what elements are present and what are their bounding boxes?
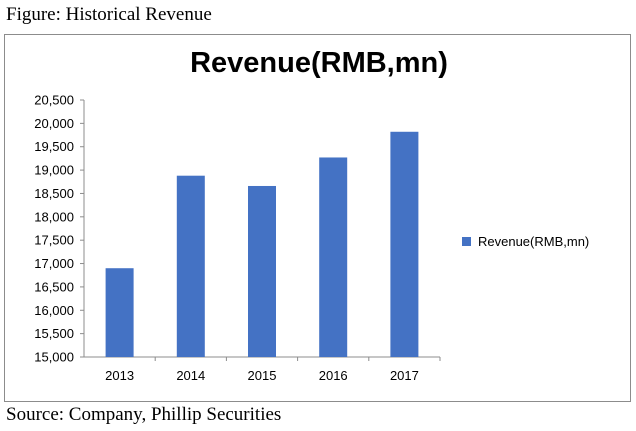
legend-label: Revenue(RMB,mn) — [478, 234, 589, 249]
bar-2013 — [105, 268, 134, 357]
chart-title: Revenue(RMB,mn) — [190, 47, 448, 79]
x-axis-ticks: 2013 2014 2015 2016 2017 — [105, 357, 441, 383]
x-tick-label: 2016 — [319, 368, 348, 383]
y-axis-ticks: 15,000 15,500 16,000 16,500 17,000 17,500 18,0… — [34, 93, 84, 365]
bar-2014 — [176, 175, 205, 357]
x-tick-label: 2014 — [176, 368, 205, 383]
y-tick-label: 17,000 — [34, 256, 74, 271]
legend: Revenue(RMB,mn) — [462, 234, 589, 249]
figure-caption: Figure: Historical Revenue — [6, 4, 212, 25]
y-tick-label: 19,000 — [34, 163, 74, 178]
x-tick-label: 2017 — [390, 368, 419, 383]
y-tick-label: 17,500 — [34, 233, 74, 248]
y-tick-label: 16,500 — [34, 279, 74, 294]
y-tick-label: 18,000 — [34, 209, 74, 224]
y-tick-label: 20,500 — [34, 93, 74, 108]
y-tick-label: 20,000 — [34, 116, 74, 131]
bar-series — [105, 131, 419, 357]
bar-2017 — [390, 131, 419, 357]
x-tick-label: 2015 — [248, 368, 277, 383]
y-tick-label: 15,000 — [34, 350, 74, 365]
y-tick-label: 16,000 — [34, 303, 74, 318]
legend-swatch — [462, 237, 471, 246]
x-tick-label: 2013 — [105, 368, 134, 383]
bar-2016 — [319, 157, 348, 357]
source-note: Source: Company, Phillip Securities — [6, 404, 282, 425]
y-tick-label: 18,500 — [34, 186, 74, 201]
y-tick-label: 19,500 — [34, 139, 74, 154]
bar-2015 — [248, 185, 276, 357]
y-tick-label: 15,500 — [34, 326, 74, 341]
